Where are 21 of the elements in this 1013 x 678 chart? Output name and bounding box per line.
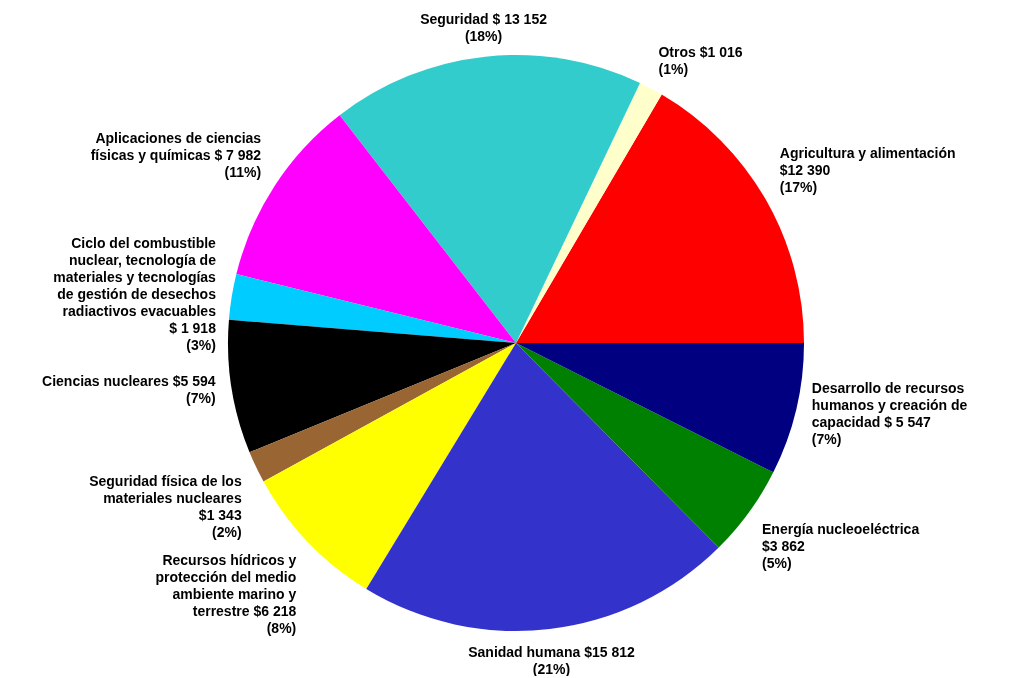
slice-label: Ciencias nucleares $5 594 (7%) [42, 373, 216, 407]
data-label: $ 1 918 (3%) [169, 320, 217, 354]
data-label: $12 390 (17%) [779, 161, 831, 195]
slice-label: Seguridad $ 13 152 (18%) [420, 10, 548, 44]
pie-slice [228, 274, 516, 343]
slice-label: Otros $1 016 (1%) [658, 44, 743, 78]
pie-slice [249, 343, 516, 482]
slice-label: Recursos hídricos y protección del medio ambiente marino y terrestre $6 218 (8%) [155, 552, 297, 637]
pie-slice [339, 55, 641, 343]
slice-label: Agricultura y alimentación [779, 144, 956, 161]
slice-label: Aplicaciones de ciencias físicas y químicas $ 7 982 (11%) [90, 130, 262, 181]
slice-label: Ciclo del combustible nuclear, tecnología de materiales y tecnologías de gestión de desechos radiactivos evacuables [53, 235, 217, 320]
pie-slice [228, 319, 516, 453]
pie-slice [516, 343, 804, 473]
data-label: $3 862 (5%) [762, 537, 806, 571]
slice-label: Seguridad física de los materiales nucleares [89, 473, 242, 507]
slice-label: Energía nucleoeléctrica [762, 520, 920, 537]
pie-slice [366, 343, 719, 631]
slice-label: Sanidad humana $15 812 (21%) [468, 643, 635, 677]
slice-label: Desarrollo de recursos humanos y creación de capacidad $ 5 547 (7%) [811, 379, 968, 447]
data-label: $1 343 (2%) [198, 507, 242, 541]
